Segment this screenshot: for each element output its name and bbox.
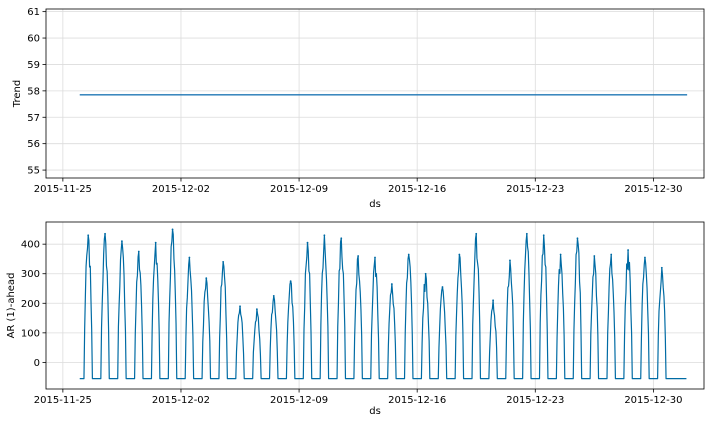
trend-y-tick-label: 57 <box>27 113 40 124</box>
ar-y-ticks: 0 100 200 300 400 <box>21 240 46 369</box>
ar-daily-peak-point <box>239 305 241 308</box>
trend-x-tick-label: 2015-12-23 <box>506 184 564 195</box>
ar-x-tick-label: 2015-12-02 <box>152 395 210 406</box>
ar-daily-peak-point <box>171 228 174 231</box>
ar-daily-peak-point <box>154 241 157 244</box>
ar-x-tick-label: 2015-12-23 <box>506 395 564 406</box>
ar-daily-peak-point <box>289 280 292 283</box>
ar-daily-peak-point <box>256 308 258 311</box>
trend-y-tick-label: 58 <box>27 86 40 97</box>
ar-daily-peak-point <box>323 234 326 237</box>
ar-daily-peak-point <box>424 272 427 275</box>
ar-daily-peak-point <box>458 253 461 256</box>
ar-daily-peak-point <box>627 249 629 251</box>
ar-daily-peak-point <box>137 250 140 253</box>
ar-daily-peak-point <box>610 253 613 256</box>
ar-daily-peak-point <box>272 294 275 297</box>
ar-y-axis-label: AR (1)-ahead <box>6 273 17 339</box>
ar-daily-peak-point <box>390 283 393 285</box>
ar-x-tick-label: 2015-12-30 <box>624 395 682 406</box>
ar-x-tick-label: 2015-11-25 <box>34 395 92 406</box>
ar-daily-peak-point <box>374 256 376 259</box>
ar-daily-peak-point <box>222 261 225 263</box>
ar-x-tick-label: 2015-12-09 <box>270 395 328 406</box>
trend-y-tick-label: 56 <box>27 139 40 150</box>
ar-y-tick-label: 100 <box>21 328 40 339</box>
ar-daily-peak-point <box>340 237 343 240</box>
ar-daily-peak-point <box>441 286 444 288</box>
ar-daily-peak-point <box>593 255 596 257</box>
ar-forecast-line <box>79 228 687 380</box>
ar-plot-frame <box>45 221 705 390</box>
trend-y-tick-label: 59 <box>27 60 40 71</box>
ar-daily-peak-point <box>188 256 191 259</box>
trend-y-tick-label: 60 <box>27 34 40 45</box>
ar-daily-peak-point <box>104 232 106 235</box>
ar-y-tick-label: 200 <box>21 299 40 310</box>
ar-daily-peak-point <box>407 253 410 256</box>
ar-daily-peak-point <box>121 240 123 243</box>
ar-x-tick-label: 2015-12-16 <box>388 395 446 406</box>
ar-daily-peak-point <box>205 277 208 280</box>
ar-daily-peak-point <box>644 256 646 259</box>
trend-x-ticks: 2015-11-25 2015-12-02 2015-12-09 2015-12-16… <box>34 178 682 195</box>
ar-y-tick-label: 0 <box>34 358 40 369</box>
ar-x-axis-label: ds <box>369 406 381 417</box>
ar-daily-peak-point <box>525 232 528 235</box>
trend-x-tick-label: 2015-12-02 <box>152 184 210 195</box>
trend-y-axis-label: Trend <box>12 80 23 108</box>
trend-x-axis-label: ds <box>369 199 381 210</box>
ar-daily-peak-point <box>357 255 360 257</box>
trend-y-ticks: 55 56 57 58 59 60 61 <box>27 7 46 177</box>
ar-daily-peak-point <box>576 237 579 240</box>
ar-series <box>79 228 687 380</box>
trend-y-tick-label: 61 <box>27 7 40 18</box>
ar-daily-peak-point <box>559 253 562 256</box>
ar-grid <box>46 222 704 389</box>
ar-daily-peak-point <box>509 259 511 262</box>
ar-daily-peak-point <box>475 232 478 235</box>
ar-daily-peak-point <box>306 241 309 244</box>
trend-x-tick-label: 2015-12-30 <box>624 184 682 195</box>
ar-y-tick-label: 300 <box>21 269 40 280</box>
trend-x-tick-label: 2015-12-09 <box>270 184 328 195</box>
trend-grid <box>46 9 704 178</box>
ar-daily-peak-point <box>542 234 545 237</box>
ar-y-tick-label: 400 <box>21 240 40 251</box>
trend-y-tick-label: 55 <box>27 166 40 177</box>
trend-x-tick-label: 2015-12-16 <box>388 184 446 195</box>
ar-daily-peak-point <box>492 299 494 302</box>
trend-x-tick-label: 2015-11-25 <box>34 184 92 195</box>
trend-plot-frame <box>45 8 705 179</box>
ar-daily-peak-point <box>87 234 90 237</box>
ar-daily-peak-point <box>660 266 663 269</box>
ar-x-ticks: 2015-11-25 2015-12-02 2015-12-09 2015-12-16… <box>34 389 682 406</box>
